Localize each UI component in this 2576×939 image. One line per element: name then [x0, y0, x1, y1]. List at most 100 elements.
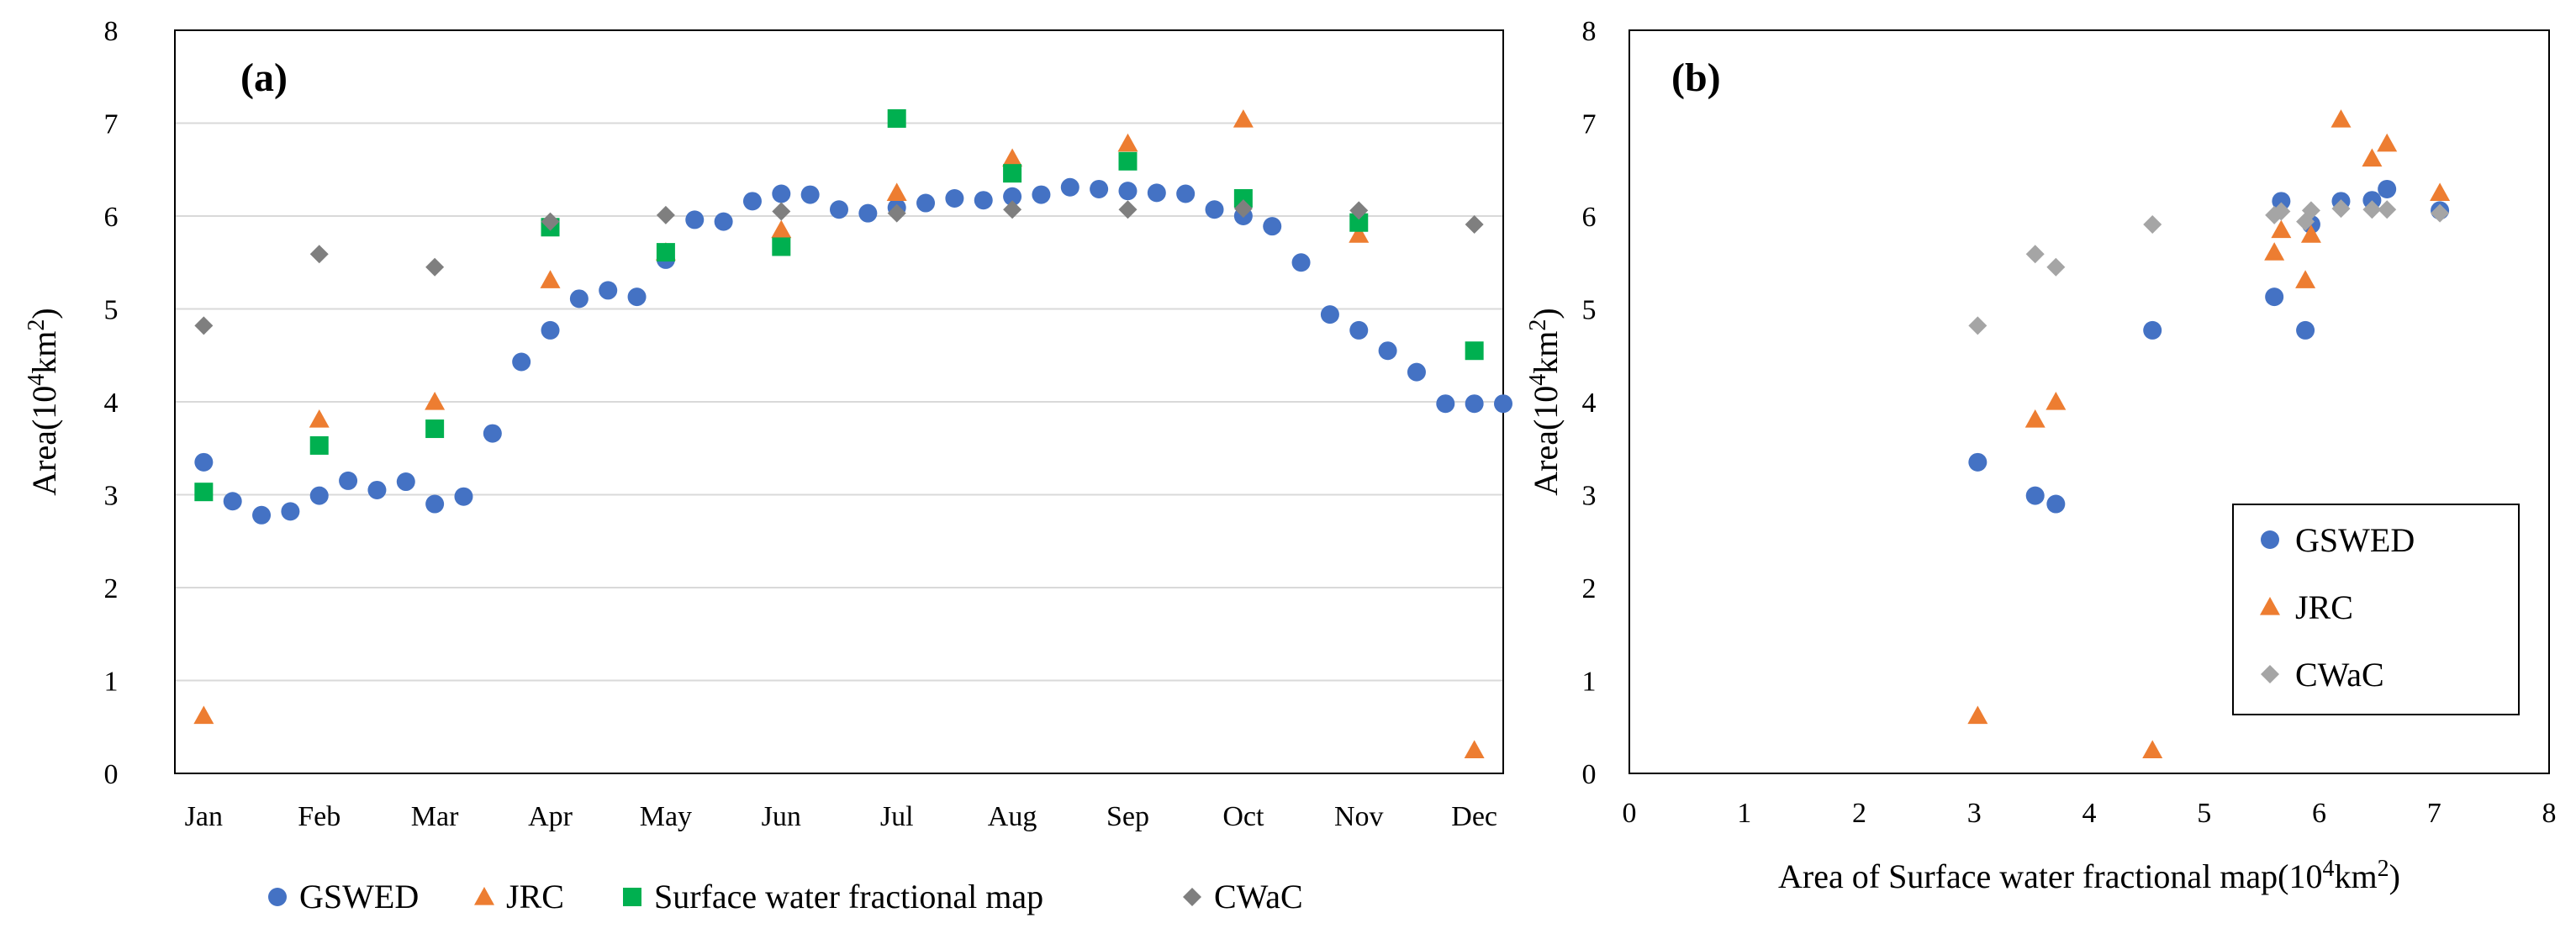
panel-b-ytick-label: 2: [1582, 573, 1597, 604]
panel-b-point-cwac: [2272, 202, 2291, 221]
panel-b-point-gswed: [1968, 452, 1987, 472]
panel-a-point-gswed: [916, 193, 936, 213]
panel-a-point-surface-water-fractional-map: [194, 483, 214, 502]
panel-a-ylabel-sup2: 2: [24, 319, 50, 331]
panel-b-xlabel-main: Area of Surface water fractional map(10: [1778, 857, 2322, 895]
panel-b-ytick-label: 0: [1582, 759, 1597, 790]
panel-b-point-cwac: [2378, 200, 2397, 219]
panel-a-xtick-label: Jan: [185, 801, 223, 832]
panel-b-point-cwac: [2431, 203, 2450, 223]
panel-b-point-jrc: [2331, 109, 2352, 128]
panel-b-ylabel-main: Area(10: [1527, 386, 1565, 496]
panel-a-point-gswed: [1378, 341, 1397, 361]
panel-a-point-surface-water-fractional-map: [425, 419, 445, 439]
panel-b-ytick-label: 5: [1582, 295, 1597, 326]
panel-b-ytick-label: 4: [1582, 388, 1597, 419]
panel-a-ytick-label: 6: [104, 202, 119, 233]
panel-b-ytick-label: 6: [1582, 202, 1597, 233]
panel-a-point-jrc: [1464, 740, 1485, 758]
panel-a-series-triangle: [193, 109, 1485, 758]
panel-b-point-jrc: [2024, 409, 2045, 428]
panel-b-point-cwac: [2046, 257, 2066, 277]
panel-b-point-cwac: [2362, 200, 2382, 219]
panel-b-ytick-labels: 0 1 2 3 4 5 6 7 8: [1582, 16, 1597, 790]
panel-a-point-surface-water-fractional-map: [1003, 164, 1022, 183]
panel-b-legend: GSWED JRC CWaC: [2232, 504, 2520, 715]
panel-b-xlabel: Area of Surface water fractional map(104…: [1778, 856, 2400, 895]
panel-a-xtick-label: Feb: [298, 801, 340, 832]
panel-a-point-cwac: [1118, 200, 1138, 219]
panel-b-point-cwac: [2301, 201, 2320, 220]
panel-b-point-cwac: [2025, 245, 2045, 264]
panel-a-point-gswed: [1118, 182, 1138, 201]
panel-a-point-surface-water-fractional-map: [1233, 189, 1253, 208]
panel-a-point-jrc: [309, 409, 330, 428]
panel-b-legend-label: JRC: [2295, 588, 2353, 626]
panel-b-ylabel-text: Area(104km2): [1525, 308, 1565, 496]
panel-a-point-jrc: [1002, 148, 1023, 167]
panel-b-point-jrc: [2377, 133, 2398, 152]
panel-a-point-gswed: [1176, 184, 1196, 203]
panel-a-point-cwac: [194, 316, 214, 335]
panel-b-xlabel-close: ): [2389, 857, 2400, 895]
panel-b-ytick-label: 1: [1582, 667, 1597, 698]
panel-a-point-gswed: [1320, 305, 1339, 324]
panel-a-point-gswed: [194, 452, 214, 472]
panel-a-ytick-label: 1: [104, 667, 119, 698]
panel-b-point-gswed: [2265, 288, 2284, 307]
panel-a-ytick-label: 0: [104, 759, 119, 790]
panel-a-point-gswed: [309, 486, 329, 505]
panel-b-legend-marker-diamond: [2261, 665, 2279, 683]
panel-a-xtick-label: May: [640, 801, 692, 832]
panel-a-point-surface-water-fractional-map: [309, 435, 329, 455]
panel-b-ylabel-sup2: 2: [1525, 319, 1551, 331]
panel-a-ytick-label: 8: [104, 16, 119, 47]
panel-b-point-jrc: [2264, 242, 2285, 261]
panel-a-ylabel-main: Area(10: [25, 386, 63, 496]
panel-b-point-gswed: [2378, 179, 2397, 198]
panel-a-point-jrc: [1349, 224, 1370, 243]
panel-a-point-gswed: [858, 203, 878, 223]
panel-a-xtick-label: Dec: [1451, 801, 1497, 832]
panel-b-ylabel-close: ): [1527, 308, 1565, 319]
panel-a-ylabel-text: Area(104km2): [24, 308, 63, 496]
panel-a-xtick-label: Nov: [1334, 801, 1384, 832]
panel-b-point-cwac: [2331, 199, 2351, 219]
panel-a-point-gswed: [396, 472, 415, 492]
panel-a-ytick-label: 2: [104, 573, 119, 604]
panel-a-point-gswed: [1147, 183, 1166, 203]
panel-a-point-gswed: [1349, 320, 1369, 340]
panel-a-ytick-label: 7: [104, 109, 119, 140]
panel-a-point-jrc: [193, 705, 214, 725]
panel-a-point-gswed: [1494, 394, 1512, 414]
panel-a-legend-label: JRC: [506, 878, 564, 915]
panel-a-point-surface-water-fractional-map: [656, 243, 675, 262]
panel-a-legend-marker-diamond: [1183, 888, 1201, 906]
panel-a-point-gswed: [569, 289, 589, 309]
panel-a-point-surface-water-fractional-map: [887, 108, 906, 128]
panel-b-xtick-label: 6: [2312, 798, 2326, 829]
panel-a-xtick-label: Mar: [411, 801, 459, 832]
panel-a-ylabel: Area(104km2): [24, 308, 63, 496]
panel-a-legend-marker-square: [623, 888, 641, 906]
panel-a-xtick-label: Aug: [988, 801, 1037, 832]
panel-a-point-gswed: [714, 212, 733, 231]
panel-a-point-gswed: [252, 505, 272, 525]
panel-a-point-cwac: [541, 212, 560, 231]
panel-a-ytick-label: 4: [104, 388, 119, 419]
panel-b-point-gswed: [2046, 494, 2066, 514]
panel-b-ytick-label: 7: [1582, 109, 1597, 140]
panel-b-series-diamond: [1968, 199, 2450, 335]
panel-b-xtick-labels: 0 1 2 3 4 5 6 7 8: [1623, 798, 2557, 829]
panel-b-xtick-label: 7: [2427, 798, 2441, 829]
panel-a-point-surface-water-fractional-map: [1118, 151, 1138, 171]
panel-b-xtick-label: 3: [1967, 798, 1982, 829]
panel-b-xtick-label: 4: [2082, 798, 2097, 829]
panel-a-point-gswed: [830, 200, 848, 219]
panel-a-point-jrc: [425, 392, 446, 410]
panel-a-xtick-label: Apr: [528, 801, 573, 832]
panel-a-point-gswed: [541, 320, 560, 340]
panel-b-xlabel-end: km: [2335, 857, 2378, 895]
